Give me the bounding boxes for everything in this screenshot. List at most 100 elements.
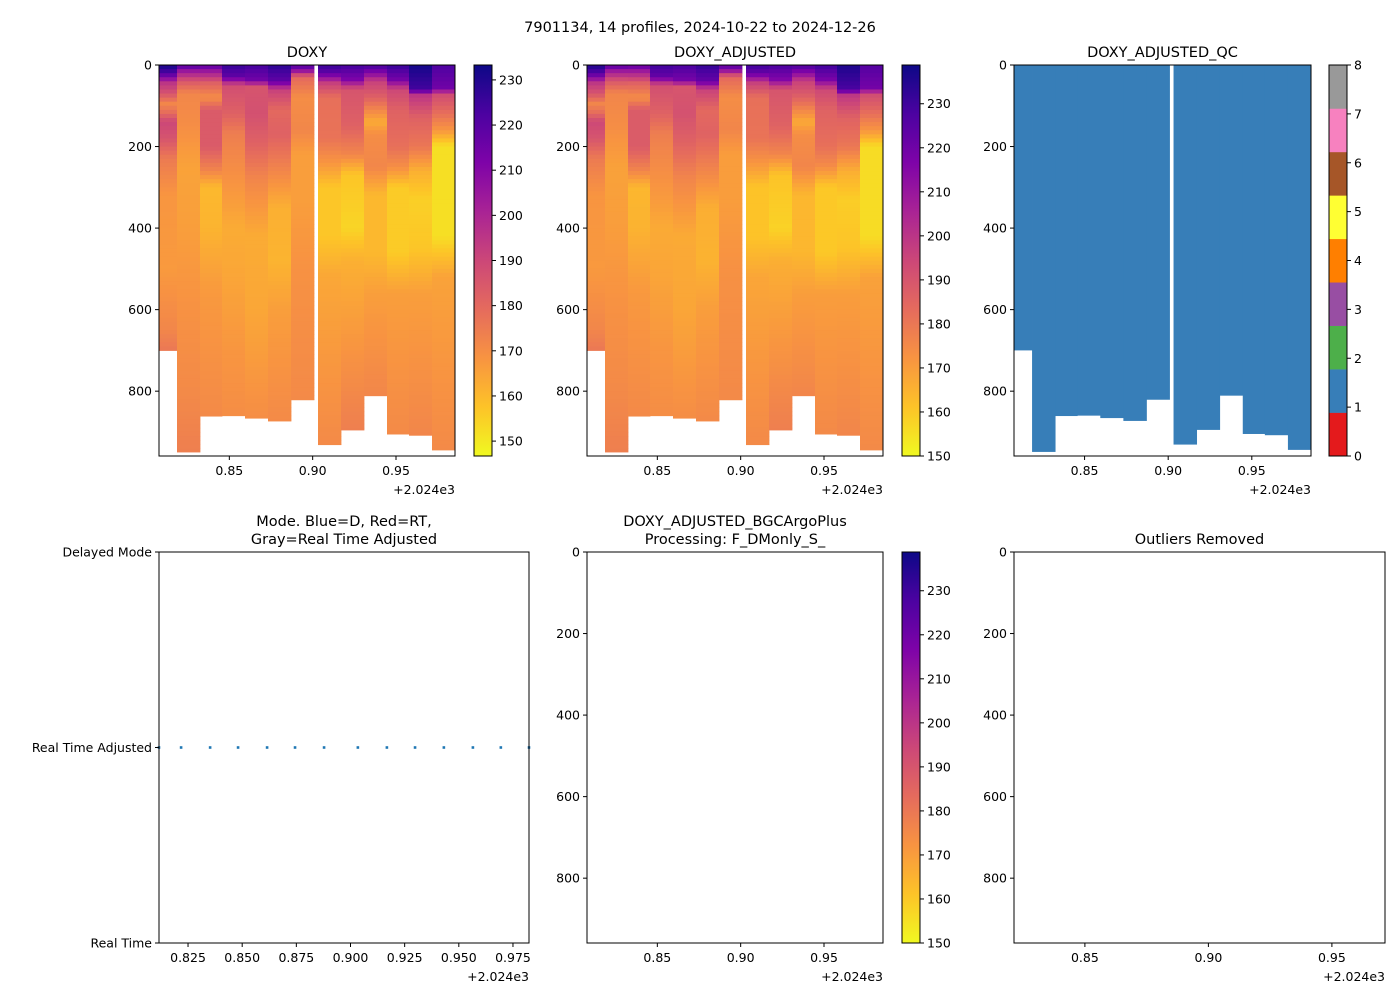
heatmap-cell [245,362,269,368]
heatmap-cell [837,301,861,307]
heatmap-cell [860,93,884,99]
heatmap-cell [159,65,178,70]
heatmap-cell [268,138,292,143]
heatmap-cell [587,69,606,74]
heatmap-cell [387,179,410,184]
heatmap-cell [628,113,651,119]
heatmap-cell [650,142,674,148]
heatmap-cell [815,158,838,164]
heatmap-cell [268,207,292,213]
heatmap-cell [860,73,884,78]
heatmap-cell [364,162,388,168]
heatmap-cell [605,85,629,90]
heatmap-cell [409,126,433,131]
heatmap-cell [696,171,720,176]
heatmap-cell [837,427,861,433]
heatmap-cell [650,260,674,266]
heatmap-cell [815,113,838,119]
heatmap-cell [200,391,223,396]
heatmap-cell [409,330,433,335]
heatmap-cell [746,158,770,164]
heatmap-cell [177,444,201,449]
heatmap-cell [200,142,223,148]
heatmap-cell [318,427,342,433]
heatmap-cell [387,154,410,160]
heatmap-cell [364,224,388,229]
x-tick-label: 0.95 [1318,950,1346,965]
heatmap-cell [769,313,793,319]
heatmap-cell [587,171,606,176]
heatmap-cell [746,105,770,111]
heatmap-cell [719,81,743,86]
colorbar-tick-label: 4 [1354,253,1362,268]
heatmap-cell [268,224,292,229]
heatmap-cell [769,268,793,274]
heatmap-cell [291,362,315,368]
heatmap-cell [696,346,720,351]
x-tick-label: 0.950 [441,950,477,965]
heatmap-cell [291,81,315,86]
heatmap-cell [222,89,246,95]
heatmap-cell [860,342,884,347]
heatmap-cell [696,187,720,192]
heatmap-cell [409,195,433,201]
heatmap-cell [673,387,697,392]
heatmap-cell [769,126,793,131]
heatmap-cell [769,248,793,254]
heatmap-cell [341,272,365,278]
heatmap-cell [222,118,246,123]
x-offset-label: +2.024e3 [393,482,455,497]
heatmap-cell [673,126,697,131]
heatmap-cell [318,387,342,392]
heatmap-cell [268,419,292,422]
heatmap-cell [837,195,861,201]
heatmap-cell [815,399,838,404]
heatmap-cell [746,277,770,282]
heatmap-cell [268,69,292,74]
heatmap-cell [245,281,269,286]
heatmap-cell [587,203,606,209]
heatmap-cell [650,354,674,360]
heatmap-cell [860,142,884,148]
heatmap-cell [177,411,201,417]
heatmap-cell [159,301,178,307]
heatmap-cell [409,423,433,429]
heatmap-cell [159,211,178,217]
heatmap-cell [696,81,720,86]
heatmap-cell [792,118,816,123]
heatmap-cell [200,224,223,229]
heatmap-cell [432,395,456,400]
heatmap-cell [792,215,816,221]
heatmap-cell [291,158,315,164]
heatmap-cell [696,126,720,131]
heatmap-cell [605,228,629,233]
heatmap-cell [387,391,410,396]
heatmap-cell [587,191,606,196]
heatmap-cell [291,264,315,270]
y-tick-label: 600 [556,789,580,804]
heatmap-cell [769,240,793,245]
heatmap-cell [815,325,838,331]
qc-cell [1173,65,1198,445]
heatmap-cell [860,293,884,298]
heatmap-cell [719,175,743,180]
heatmap-cell [222,374,246,380]
heatmap-cell [769,289,793,294]
heatmap-cell [200,105,223,111]
heatmap-cell [792,240,816,245]
heatmap-cell [673,85,697,90]
heatmap-cell [222,166,246,172]
heatmap-cell [159,248,178,254]
heatmap-cell [177,305,201,311]
heatmap-cell [387,289,410,294]
heatmap-cell [837,395,861,400]
heatmap-cell [587,244,606,249]
heatmap-cell [837,252,861,258]
heatmap-cell [387,232,410,237]
heatmap-cell [177,321,201,327]
heatmap-cell [409,203,433,209]
x-tick-label: 0.85 [1071,463,1099,478]
heatmap-cell [837,101,861,107]
heatmap-cell [719,325,743,331]
heatmap-cell [409,248,433,254]
